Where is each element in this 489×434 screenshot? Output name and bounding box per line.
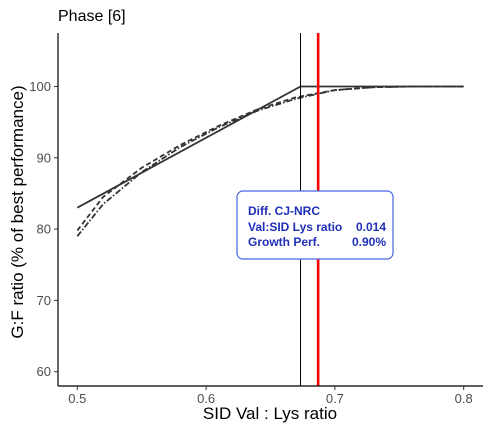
x-tick-label: 0.6: [197, 391, 215, 406]
y-tick-label: 70: [37, 293, 51, 308]
y-axis-title: G:F ratio (% of best performance): [8, 85, 27, 338]
annotation-growth-label: Growth Perf.: [248, 235, 320, 249]
y-tick-label: 80: [37, 222, 51, 237]
y-tick-label: 90: [37, 150, 51, 165]
y-tick-label: 100: [29, 79, 51, 94]
y-tick-label: 60: [37, 364, 51, 379]
x-ticks: 0.5 0.6 0.7 0.8: [68, 386, 473, 406]
y-ticks: 60 70 80 90 100: [29, 79, 58, 379]
x-tick-label: 0.7: [326, 391, 344, 406]
annotation-box: Diff. CJ-NRC Val:SID Lys ratio 0.014 Gro…: [236, 190, 394, 260]
x-tick-label: 0.5: [68, 391, 86, 406]
annotation-title: Diff. CJ-NRC: [248, 204, 320, 218]
chart-title: Phase [6]: [58, 8, 126, 25]
x-axis-title: SID Val : Lys ratio: [203, 404, 337, 423]
x-tick-label: 0.8: [455, 391, 473, 406]
annotation-ratio-value: 0.014: [356, 220, 386, 234]
annotation-ratio-label: Val:SID Lys ratio: [248, 220, 342, 234]
annotation-frame: [236, 190, 394, 260]
annotation-growth-value: 0.90%: [352, 235, 386, 249]
series-dotdash-line: [76, 85, 464, 237]
axes: [57, 33, 483, 387]
